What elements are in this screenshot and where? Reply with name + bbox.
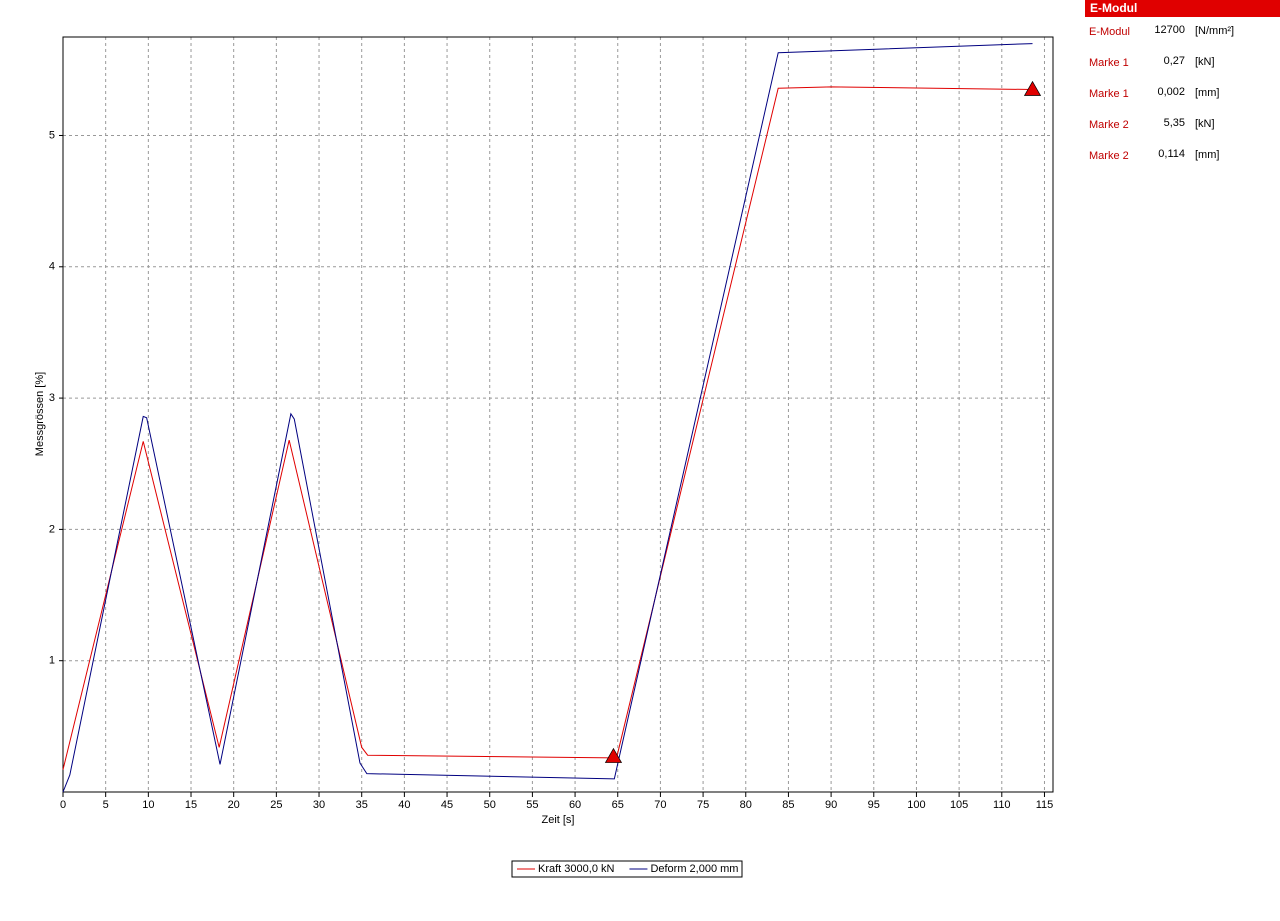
- x-tick-label: 65: [612, 799, 624, 811]
- panel-label: Marke 2: [1089, 150, 1129, 162]
- data-line: [62, 86, 1033, 770]
- x-tick-label: 70: [654, 799, 666, 811]
- x-axis-label: Zeit [s]: [541, 814, 574, 826]
- panel-title: E-Modul: [1090, 1, 1137, 15]
- x-tick-label: 5: [103, 799, 109, 811]
- marker: [604, 747, 623, 763]
- panel-unit: [mm]: [1195, 149, 1219, 161]
- x-tick-label: 95: [868, 799, 880, 811]
- y-tick-label: 1: [49, 655, 55, 667]
- panel-value: 0,002: [1157, 86, 1185, 98]
- panel-value: 0,114: [1158, 148, 1185, 160]
- marker: [1023, 80, 1042, 96]
- panel-unit: [mm]: [1195, 87, 1219, 99]
- x-tick-label: 115: [1036, 799, 1054, 811]
- panel-unit: [kN]: [1195, 56, 1215, 68]
- panel-value: 12700: [1154, 24, 1185, 36]
- x-tick-label: 75: [697, 799, 709, 811]
- x-tick-label: 90: [825, 799, 837, 811]
- plot-area: [63, 37, 1053, 792]
- legend: [511, 860, 743, 878]
- panel-label: Marke 2: [1089, 119, 1129, 131]
- y-axis-label: Messgrössen [%]: [34, 372, 46, 456]
- x-tick-label: 60: [569, 799, 581, 811]
- x-tick-label: 100: [907, 799, 925, 811]
- y-tick-label: 3: [49, 392, 55, 404]
- panel-label: E-Modul: [1089, 26, 1130, 38]
- panel-header: [1085, 0, 1280, 17]
- x-tick-label: 50: [484, 799, 496, 811]
- panel-label: Marke 1: [1089, 88, 1129, 100]
- panel-value: 0,27: [1164, 55, 1185, 67]
- x-tick-label: 110: [993, 799, 1011, 811]
- x-tick-label: 80: [740, 799, 752, 811]
- x-tick-label: 40: [398, 799, 410, 811]
- y-tick-label: 5: [49, 129, 55, 141]
- x-tick-label: 35: [356, 799, 368, 811]
- legend-label: Kraft 3000,0 kN: [538, 863, 614, 875]
- plot-frame: [62, 36, 1054, 793]
- y-tick-label: 4: [49, 261, 55, 273]
- x-tick-label: 10: [142, 799, 154, 811]
- data-line: [62, 43, 1033, 793]
- x-tick-label: 45: [441, 799, 453, 811]
- x-tick-label: 55: [526, 799, 538, 811]
- x-tick-label: 0: [60, 799, 66, 811]
- legend-label: Deform 2,000 mm: [650, 863, 738, 875]
- panel-label: Marke 1: [1089, 57, 1129, 69]
- x-tick-label: 25: [270, 799, 282, 811]
- x-tick-label: 20: [228, 799, 240, 811]
- panel-unit: [N/mm²]: [1195, 25, 1234, 37]
- x-tick-label: 15: [185, 799, 197, 811]
- x-tick-label: 85: [782, 799, 794, 811]
- panel-unit: [kN]: [1195, 118, 1215, 130]
- panel-value: 5,35: [1164, 117, 1185, 129]
- x-tick-label: 30: [313, 799, 325, 811]
- y-tick-label: 2: [49, 523, 55, 535]
- x-tick-label: 105: [950, 799, 968, 811]
